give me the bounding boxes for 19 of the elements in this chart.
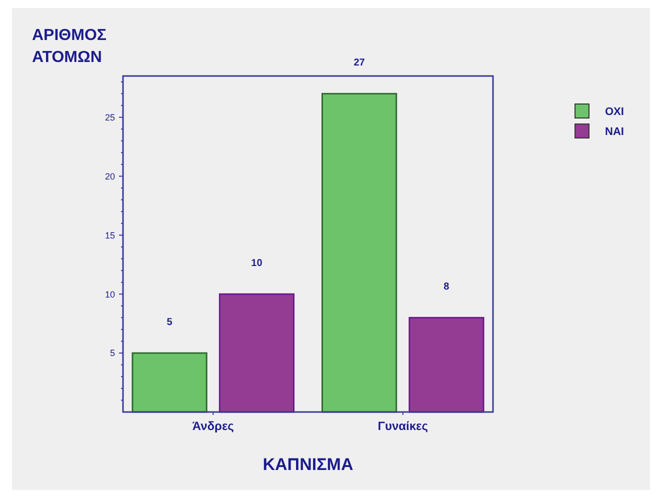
x-axis-title: ΚΑΠΝΙΣΜΑ <box>262 455 354 474</box>
x-tick-label: Γυναίκες <box>378 419 428 433</box>
y-tick-label: 20 <box>104 171 115 182</box>
y-tick-label: 15 <box>104 230 115 240</box>
x-tick-label: Άνδρες <box>192 419 234 433</box>
legend-label: ΝΑΙ <box>605 126 624 138</box>
y-tick-label: 5 <box>110 348 115 358</box>
y-tick-label: 10 <box>104 289 115 300</box>
bar <box>218 293 295 413</box>
y-tick-label: 25 <box>104 112 115 122</box>
bar <box>321 92 398 413</box>
data-label: 27 <box>354 58 366 69</box>
data-label: 8 <box>444 282 450 293</box>
legend-label: ΟΧΙ <box>605 106 624 118</box>
data-label: 10 <box>251 258 263 270</box>
bar <box>132 352 208 413</box>
data-label: 5 <box>166 317 173 328</box>
bar <box>408 316 484 413</box>
y-axis-title: ΑΡΙΘΜΟΣ ΑΤΟΜΩΝ <box>32 27 107 66</box>
